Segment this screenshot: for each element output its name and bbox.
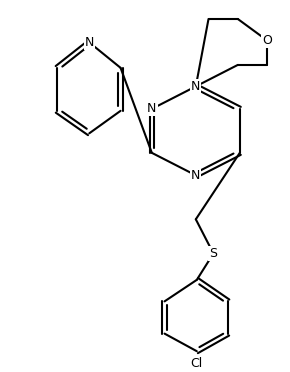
Text: N: N <box>191 169 200 182</box>
Text: N: N <box>85 36 94 49</box>
Text: N: N <box>191 80 200 93</box>
Text: O: O <box>262 34 272 47</box>
Text: S: S <box>209 247 218 260</box>
Text: N: N <box>147 102 157 115</box>
Text: Cl: Cl <box>191 357 203 371</box>
